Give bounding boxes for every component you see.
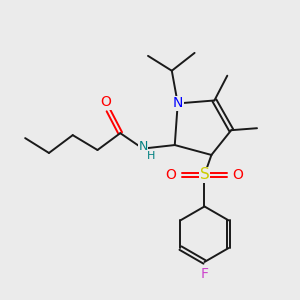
Text: N: N	[172, 96, 183, 110]
Text: N: N	[138, 140, 148, 152]
Text: O: O	[233, 168, 244, 182]
Text: H: H	[147, 151, 155, 161]
Text: O: O	[165, 168, 176, 182]
Text: F: F	[200, 267, 208, 281]
Text: O: O	[100, 95, 111, 110]
Text: S: S	[200, 167, 209, 182]
